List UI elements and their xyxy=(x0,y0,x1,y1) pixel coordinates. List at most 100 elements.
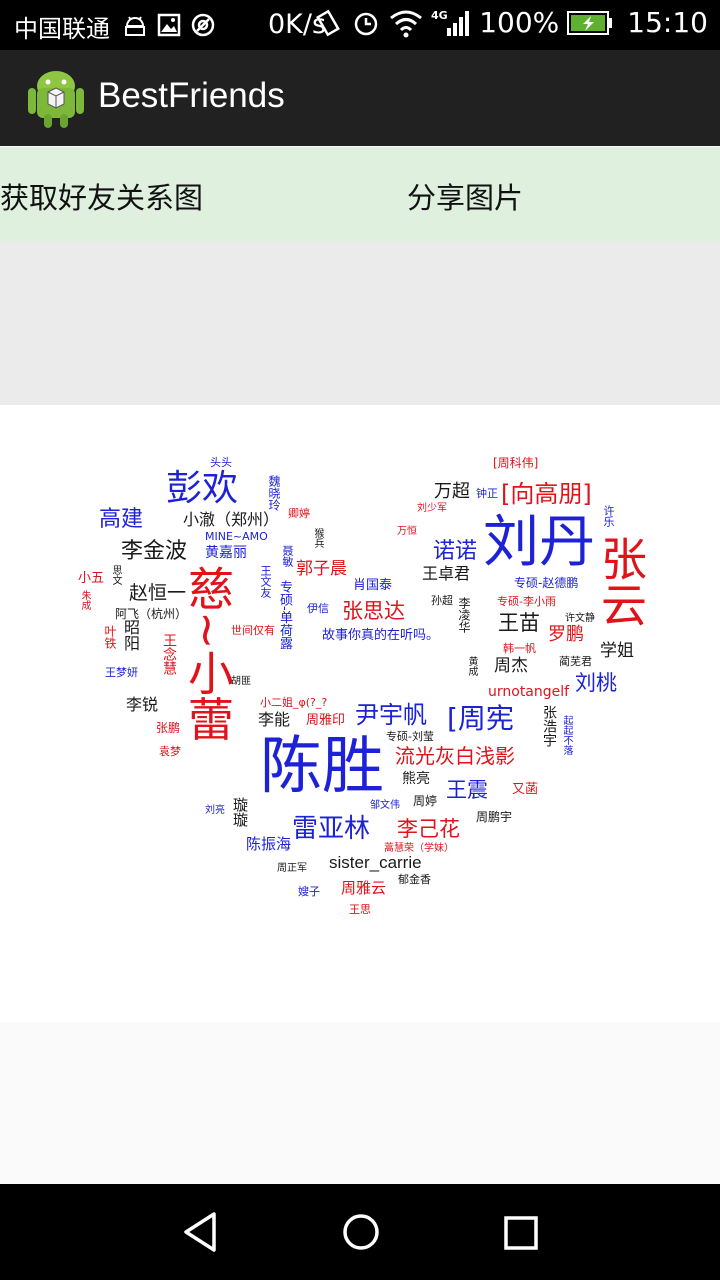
cloud-word: sister_carrie xyxy=(329,853,422,872)
cloud-word: 思文 xyxy=(110,565,121,585)
friend-graph-image: 头头 [周科伟] 彭欢 魏晓玲 万超 钟正 [向高朋] 高建 小澈（郑州） 卿婷… xyxy=(0,405,720,1022)
cloud-word: 头头 xyxy=(210,456,232,469)
cloud-word: 张云 xyxy=(594,535,648,627)
signal-4g-icon: 4G xyxy=(431,9,470,36)
cloud-word: 王文友 xyxy=(259,565,272,598)
cloud-word: 王梦妍 xyxy=(105,666,138,679)
cloud-word: 慈~小蕾 xyxy=(181,565,235,742)
cloud-word: 专硕-刘莹 xyxy=(386,730,434,743)
cloud-word: 肖国泰 xyxy=(353,578,393,593)
cloud-word: 郁金香 xyxy=(398,873,431,886)
cloud-word: 璇璇 xyxy=(231,797,249,827)
cloud-word: 周雅印 xyxy=(306,713,346,728)
share-image-button[interactable]: 分享图片 xyxy=(407,181,524,215)
cloud-word: 郭子晨 xyxy=(296,559,347,579)
cloud-word: 又菡 xyxy=(512,782,539,797)
cloud-word: 张浩宇 xyxy=(541,705,557,747)
cloud-word: 故事你真的在听吗。 xyxy=(322,628,440,643)
android-notification-icon xyxy=(125,16,145,36)
cloud-word: 蒿慧荣（学妹） xyxy=(384,843,454,854)
system-icons: 4G 100% 15:10 xyxy=(313,6,708,39)
cloud-word: 周鹏宇 xyxy=(476,810,513,824)
cloud-word: 小澈（郑州） xyxy=(183,510,280,529)
navigation-bar xyxy=(0,1184,720,1280)
svg-text:4G: 4G xyxy=(431,9,448,22)
cloud-word: 李锐 xyxy=(126,695,159,714)
cloud-word: 聂敏 xyxy=(281,545,294,567)
cloud-word: 高建 xyxy=(99,507,144,532)
sync-notification-icon xyxy=(191,13,215,37)
clock: 15:10 xyxy=(627,6,708,39)
cloud-word: 李能 xyxy=(258,710,291,729)
cloud-word: MINE~AMO xyxy=(205,530,268,543)
cloud-word: 万恒 xyxy=(397,526,417,537)
cloud-word: 魏晓玲 xyxy=(267,475,281,511)
home-icon[interactable] xyxy=(339,1210,383,1254)
spacer xyxy=(0,241,720,405)
cloud-word: 卿婷 xyxy=(288,507,310,520)
cloud-word: 周杰 xyxy=(494,656,528,676)
cloud-word: 赵恒一 xyxy=(129,582,187,604)
alarm-icon xyxy=(354,12,378,35)
cloud-word: [周宪 xyxy=(447,702,514,735)
cloud-word: 刘丹 xyxy=(483,510,595,575)
cloud-word: 周雅云 xyxy=(341,879,387,897)
recent-apps-icon[interactable] xyxy=(498,1210,542,1254)
cloud-word: 陈胜 xyxy=(260,729,385,802)
cloud-word: 专硕-李小雨 xyxy=(497,595,556,608)
wifi-icon xyxy=(390,10,423,37)
network-speed: 0K/s xyxy=(268,9,327,40)
cloud-word: 学姐 xyxy=(600,641,634,661)
cloud-word: 彭欢 xyxy=(166,468,239,509)
cloud-word: 阿飞（杭州） xyxy=(115,607,188,621)
cloud-word: 昭阳 xyxy=(121,619,140,651)
cloud-word: 周婷 xyxy=(413,794,438,808)
button-bar: 获取好友关系图 分享图片 xyxy=(0,147,720,241)
cloud-word: 蔺芜君 xyxy=(559,655,592,668)
cloud-word: 王苗 xyxy=(498,611,540,635)
cloud-word: 张鹏 xyxy=(156,721,181,735)
cloud-word: 叶铁 xyxy=(103,625,117,649)
cloud-word: 胡匪 xyxy=(231,676,251,687)
cloud-word: 熊亮 xyxy=(402,771,430,787)
cloud-word: urnotangelf xyxy=(488,684,570,700)
cloud-word: 黄成 xyxy=(466,656,477,676)
cloud-word: 伊信 xyxy=(307,602,329,615)
cloud-word: 猴兵 xyxy=(312,528,323,548)
back-icon[interactable] xyxy=(180,1210,224,1254)
android-app-icon[interactable] xyxy=(26,68,86,130)
carrier-label: 中国联通 xyxy=(14,15,110,43)
cloud-word: 袁梦 xyxy=(159,745,181,758)
cloud-word: 流光灰白浅影 xyxy=(395,744,515,768)
action-bar: BestFriends xyxy=(0,50,720,146)
cloud-word: 黄嘉丽 xyxy=(205,545,247,561)
cloud-word: 韩一帆 xyxy=(503,642,536,655)
cloud-word: 万超 xyxy=(434,481,470,502)
battery-icon xyxy=(567,10,613,35)
image-notification-icon xyxy=(157,13,181,37)
cloud-word: 刘桃 xyxy=(575,671,617,695)
cloud-word: 李凌华 xyxy=(457,597,471,633)
empty-area xyxy=(0,1022,720,1184)
cloud-word: 朱成 xyxy=(79,590,90,610)
cloud-word: 尹宇帆 xyxy=(355,701,427,729)
cloud-word: 诺诺 xyxy=(433,539,478,564)
cloud-word: 刘少军 xyxy=(417,503,447,514)
cloud-word: 小二姐_φ(?_? xyxy=(260,696,328,709)
cloud-word: 专硕-单荷露 xyxy=(277,580,292,650)
cloud-word: 张思达 xyxy=(342,599,405,623)
notification-icons xyxy=(122,12,216,38)
status-bar: 中国联通 0K/s xyxy=(0,0,720,50)
cloud-word: 罗鹏 xyxy=(548,624,584,645)
cloud-word: 王念慧 xyxy=(161,633,177,675)
cloud-word: 王卓君 xyxy=(422,564,471,583)
cloud-word: 周正军 xyxy=(277,863,307,874)
cloud-word: 专硕-赵德鹏 xyxy=(514,576,579,590)
cloud-word: [周科伟] xyxy=(493,456,539,470)
cloud-word: 世间仅有 xyxy=(231,624,275,637)
cloud-word: 钟正 xyxy=(476,487,498,500)
get-friend-graph-button[interactable]: 获取好友关系图 xyxy=(0,181,204,215)
battery-percent: 100% xyxy=(479,6,560,39)
cloud-word: 李己花 xyxy=(397,817,460,841)
cloud-word: 许乐 xyxy=(602,505,615,527)
